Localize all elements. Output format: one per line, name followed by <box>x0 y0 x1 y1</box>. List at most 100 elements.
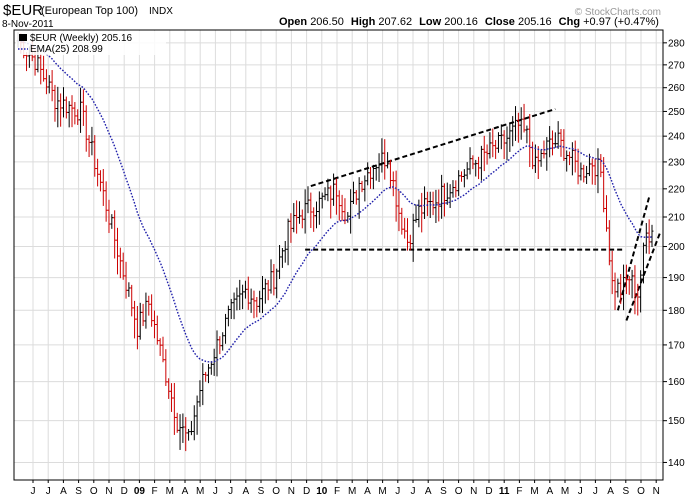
ohlc-bar <box>317 191 321 225</box>
ohlc-bar <box>246 276 250 310</box>
ohlc-bar <box>238 279 242 311</box>
ohlc-bar <box>198 380 202 407</box>
ohlc-bar <box>167 378 171 399</box>
ohlc-bar <box>286 218 290 266</box>
ohlc-bar <box>320 192 324 209</box>
ohlc-bar <box>383 139 387 180</box>
ohlc-bar <box>474 159 478 177</box>
ohlc-bar <box>187 428 191 441</box>
legend-ema-label: EMA(25) 208.99 <box>30 44 103 55</box>
ohlc-bar <box>411 213 415 262</box>
ohlc-bar <box>394 170 398 222</box>
ohlc-bar <box>124 261 128 299</box>
ohlc-bar <box>206 363 210 384</box>
ohlc-bar <box>605 195 609 232</box>
ohlc-bar <box>101 169 105 206</box>
x-tick-label: S <box>75 486 82 497</box>
x-tick-label: N <box>288 486 295 497</box>
ohlc-bar <box>50 70 54 102</box>
ohlc-bar <box>332 173 336 206</box>
ohlc-bar <box>360 180 364 193</box>
y-tick-label: 200 <box>668 242 685 253</box>
exchange-label: INDX <box>149 6 173 17</box>
ohlc-bar <box>59 93 63 127</box>
ohlc-bar <box>337 190 341 221</box>
ohlc-bar <box>613 272 617 311</box>
chart-subtitle: (European Top 100) <box>41 5 138 17</box>
ohlc-bar <box>414 204 418 223</box>
x-tick-label: N <box>105 486 112 497</box>
ohlc-bar <box>39 53 43 85</box>
ohlc-bar <box>87 135 91 158</box>
ohlc-bar <box>93 135 97 177</box>
ohlc-bar <box>351 181 355 204</box>
ohlc-bar <box>570 142 574 176</box>
ohlc-bar <box>104 181 108 222</box>
ohlc-bar <box>565 150 569 172</box>
ohlc-bar <box>133 300 137 339</box>
ohlc-bar <box>468 147 472 175</box>
x-tick-label: M <box>561 486 569 497</box>
x-tick-label: A <box>364 486 371 497</box>
ohlc-bar <box>593 158 597 185</box>
ohlc-bar <box>619 274 623 305</box>
legend-price-label: $EUR (Weekly) 205.16 <box>30 33 133 44</box>
ohlc-bar <box>522 103 526 133</box>
ohlc-bar <box>502 130 506 160</box>
ohlc-bar <box>127 282 131 297</box>
ohlc-bar <box>64 96 68 119</box>
x-tick-label: A <box>425 486 432 497</box>
ohlc-bar <box>440 174 444 219</box>
ohlc-bar <box>90 126 94 156</box>
x-tick-label: F <box>516 486 522 497</box>
ohlc-bar <box>118 247 122 279</box>
y-tick-label: 140 <box>668 458 685 469</box>
x-tick-label: O <box>637 486 645 497</box>
ohlc-bar <box>457 170 461 196</box>
ohlc-bar <box>536 146 540 180</box>
x-tick-label: D <box>121 486 128 497</box>
x-tick-label: F <box>152 486 158 497</box>
ohlc-bar <box>226 305 230 327</box>
ohlc-bar <box>141 303 145 327</box>
x-tick-label: D <box>303 486 310 497</box>
ohlc-bar <box>505 126 509 161</box>
ohlc-bar <box>215 330 219 377</box>
ohlc-bar <box>366 162 370 186</box>
ohlc-bar <box>630 269 634 299</box>
ohlc-bar <box>61 87 65 118</box>
ohlc-bar <box>471 155 475 170</box>
ohlc-bar <box>644 223 648 254</box>
ohlc-bar <box>258 290 262 313</box>
x-tick-label: M <box>166 486 174 497</box>
x-tick-label: J <box>46 486 51 497</box>
ohlc-bar <box>283 241 287 263</box>
ohlc-bar <box>627 276 631 295</box>
ohlc-bar <box>116 227 120 275</box>
ohlc-bar <box>235 287 239 311</box>
ohlc-bar <box>405 218 409 251</box>
ohlc-bar <box>491 128 495 158</box>
ohlc-bar <box>81 89 85 126</box>
ohlc-bar <box>289 213 293 243</box>
ohlc-bar <box>533 144 537 173</box>
ohlc-bar <box>252 290 256 319</box>
ohlc-bar <box>550 130 554 156</box>
ohlc-bar <box>582 164 586 183</box>
y-tick-label: 260 <box>668 83 685 94</box>
ohlc-bar <box>460 171 464 182</box>
ohlc-bar <box>633 265 637 315</box>
ohlc-bar <box>388 159 392 189</box>
ohlc-bar <box>164 349 168 386</box>
ohlc-bar <box>292 203 296 233</box>
ohlc-bar <box>423 186 427 219</box>
x-tick-label: A <box>182 486 189 497</box>
ohlc-bar <box>400 207 404 235</box>
ohlc-bar <box>397 190 401 232</box>
x-tick-label: M <box>530 486 538 497</box>
ohlc-bar <box>482 135 486 172</box>
ohlc-bar <box>155 315 159 345</box>
ohlc-bar <box>195 395 199 435</box>
x-tick-label: 09 <box>134 486 146 497</box>
ohlc-bar <box>624 264 628 295</box>
